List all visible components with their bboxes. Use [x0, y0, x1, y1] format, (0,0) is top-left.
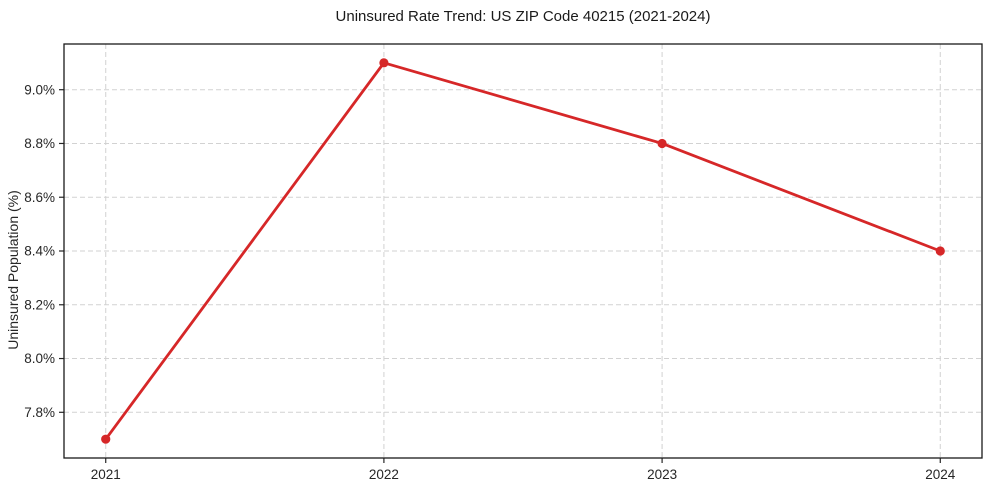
axis-ticks [59, 89, 941, 463]
x-tick-label: 2021 [91, 467, 121, 482]
data-point-2023 [657, 138, 667, 149]
axis-tick-labels: 7.8% 8.0% 8.2% 8.4% 8.6% 8.8% 9.0% 2021 2022 2023… [24, 82, 956, 482]
trend-line [104, 61, 942, 441]
data-point-2024 [935, 246, 945, 256]
y-tick-label: 7.8% [24, 405, 55, 420]
x-tick-label: 2022 [369, 467, 399, 482]
chart-title: Uninsured Rate Trend: US ZIP Code 40215 … [336, 8, 711, 25]
data-point-2022 [379, 58, 389, 68]
y-axis-label: Uninsured Population (%) [5, 190, 21, 350]
y-tick-label: 8.4% [24, 244, 55, 259]
y-tick-label: 8.8% [24, 136, 55, 151]
gridlines [64, 44, 982, 458]
y-tick-label: 8.6% [24, 190, 55, 205]
plot-border [63, 43, 983, 459]
y-tick-label: 8.0% [24, 351, 55, 366]
x-tick-label: 2023 [647, 467, 677, 482]
x-tick-label: 2024 [925, 467, 956, 482]
y-tick-label: 8.2% [24, 297, 55, 312]
data-point-2021 [101, 434, 111, 444]
y-tick-label: 9.0% [24, 82, 55, 97]
data-series-uninsured-rate [101, 58, 945, 444]
